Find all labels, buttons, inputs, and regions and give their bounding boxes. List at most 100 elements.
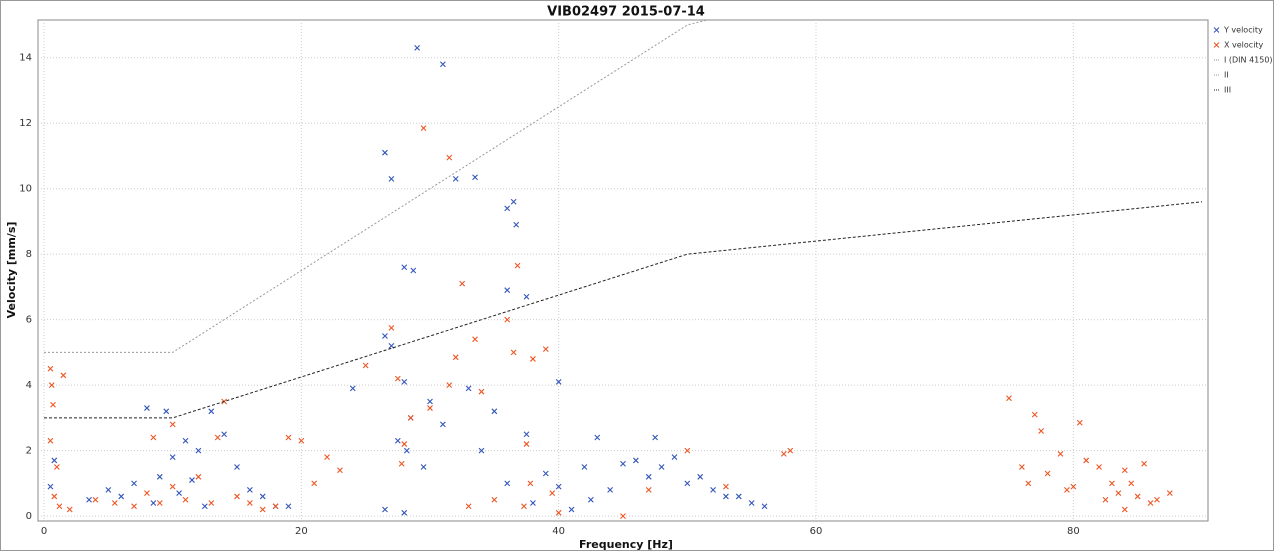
marker <box>607 487 614 493</box>
marker <box>86 496 92 503</box>
marker <box>51 457 58 464</box>
marker <box>620 460 626 467</box>
marker <box>246 487 253 493</box>
legend-label: X velocity <box>1224 41 1264 50</box>
marker <box>523 441 530 447</box>
marker <box>1147 500 1154 506</box>
marker <box>510 349 517 356</box>
marker <box>337 467 343 474</box>
marker <box>1102 496 1109 503</box>
marker <box>47 483 54 490</box>
marker <box>645 473 652 480</box>
marker <box>780 450 787 457</box>
marker <box>478 447 485 454</box>
marker <box>285 503 292 510</box>
marker <box>47 437 54 444</box>
marker <box>459 280 466 287</box>
marker <box>465 503 472 510</box>
chart-title: VIB02497 2015-07-14 <box>547 5 705 20</box>
marker <box>446 154 453 161</box>
marker <box>1141 460 1147 467</box>
marker <box>382 149 388 156</box>
marker <box>549 490 556 497</box>
marker <box>272 503 279 510</box>
marker <box>748 500 755 506</box>
marker <box>427 405 433 411</box>
marker <box>234 493 240 500</box>
marker <box>1025 480 1032 487</box>
marker <box>465 385 472 392</box>
marker <box>201 503 208 510</box>
y-tick-label: 14 <box>19 53 32 64</box>
marker <box>761 503 768 510</box>
marker <box>1044 470 1051 477</box>
marker <box>403 447 410 454</box>
marker <box>150 500 157 506</box>
marker <box>521 503 527 510</box>
marker <box>504 316 511 323</box>
marker <box>478 388 485 395</box>
marker <box>47 365 54 372</box>
marker <box>645 487 652 493</box>
marker <box>1121 506 1128 513</box>
y-axis-label: Velocity [mm/s] <box>5 222 18 319</box>
marker <box>388 324 395 331</box>
marker <box>398 460 405 467</box>
marker <box>1121 467 1128 474</box>
marker <box>581 464 588 470</box>
y-tick-label: 2 <box>26 446 32 457</box>
marker <box>452 354 459 361</box>
marker <box>144 490 150 497</box>
marker <box>632 457 639 464</box>
marker <box>221 431 228 438</box>
marker <box>439 61 446 68</box>
marker <box>105 487 112 493</box>
marker <box>555 378 562 385</box>
marker <box>420 125 427 132</box>
legend-marker <box>1213 42 1220 48</box>
marker <box>66 506 73 513</box>
marker <box>246 500 253 506</box>
marker <box>195 473 202 480</box>
marker <box>176 490 182 497</box>
marker <box>407 414 414 421</box>
marker <box>118 493 125 500</box>
marker <box>414 45 421 51</box>
marker <box>144 405 150 411</box>
marker <box>491 408 498 415</box>
legend-label: Y velocity <box>1223 26 1263 35</box>
marker <box>530 500 536 506</box>
marker <box>298 437 305 444</box>
marker <box>555 483 562 490</box>
marker <box>684 480 691 487</box>
x-tick-label: 20 <box>295 526 308 537</box>
marker <box>504 287 511 294</box>
marker <box>1006 395 1012 402</box>
marker <box>658 464 665 470</box>
marker <box>410 267 417 274</box>
marker <box>527 480 534 487</box>
marker <box>156 473 163 480</box>
marker <box>1154 496 1160 503</box>
marker <box>620 513 626 519</box>
marker <box>555 509 562 516</box>
marker <box>420 464 427 470</box>
marker <box>1083 457 1090 464</box>
legend-label: III <box>1224 86 1231 95</box>
y-tick-label: 10 <box>19 184 32 195</box>
marker <box>684 447 691 454</box>
marker <box>382 506 388 513</box>
marker <box>60 372 67 379</box>
marker <box>92 496 99 503</box>
marker <box>388 175 395 182</box>
marker <box>189 477 195 483</box>
marker <box>787 447 794 454</box>
marker <box>53 464 60 470</box>
marker <box>169 483 176 490</box>
marker <box>401 264 408 271</box>
marker <box>472 336 478 343</box>
marker <box>472 174 478 181</box>
marker <box>427 398 433 405</box>
